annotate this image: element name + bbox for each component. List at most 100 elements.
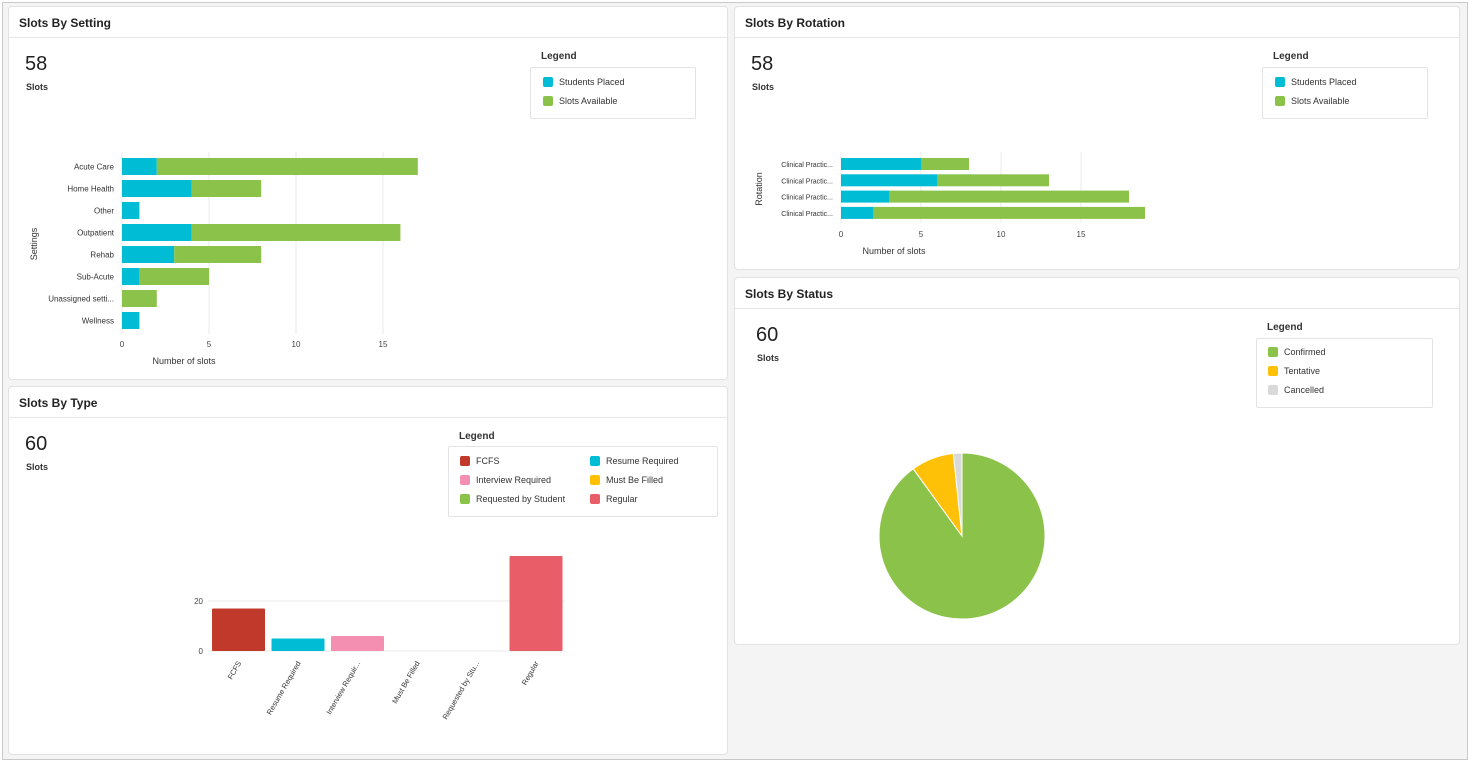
x-tick-label: 0	[839, 230, 844, 239]
panel-title: Slots By Rotation	[735, 7, 1459, 38]
legend-label: Must Be Filled	[606, 475, 664, 485]
bar-students-placed	[122, 158, 157, 175]
slots-count-label: Slots	[752, 82, 775, 92]
x-tick-label: 5	[207, 340, 212, 349]
bar-regular	[509, 556, 563, 651]
legend-label: Requested by Student	[476, 494, 566, 504]
type-bar-chart: 0 20 FCFS Resume Required Interview Requir..…	[194, 556, 565, 721]
swatch	[543, 77, 553, 87]
legend: FCFS Resume Required Interview Required …	[448, 446, 718, 517]
category-label: Acute Care	[74, 163, 115, 172]
swatch	[1268, 366, 1278, 376]
x-tick-label: 0	[120, 340, 125, 349]
legend-label: Confirmed	[1284, 347, 1326, 357]
legend-item-interview-required[interactable]: Interview Required	[460, 475, 551, 485]
category-label: Interview Requir...	[324, 660, 362, 716]
legend-item-fcfs[interactable]: FCFS	[460, 456, 500, 466]
swatch	[460, 475, 470, 485]
legend-item-slots-available[interactable]: Slots Available	[1275, 96, 1349, 106]
slots-by-rotation-panel: Slots By Rotation 58 Slots Legend Studen…	[734, 6, 1460, 270]
swatch	[590, 456, 600, 466]
bar-interview-requir-	[331, 636, 384, 651]
category-label: Home Health	[67, 185, 114, 194]
legend-label: Slots Available	[559, 96, 618, 106]
legend-item-students-placed[interactable]: Students Placed	[543, 77, 625, 87]
slots-by-status-panel: Slots By Status 60 Slots Legend Confirme…	[734, 277, 1460, 645]
bar-slots-available	[921, 158, 969, 170]
legend-label: Tentative	[1284, 366, 1321, 376]
category-label: Clinical Practic...	[781, 178, 833, 185]
y-tick-label: 20	[194, 597, 203, 606]
bar-slots-available	[156, 158, 418, 175]
bar-students-placed	[122, 224, 192, 241]
bar-fcfs	[212, 608, 265, 651]
legend-item-requested-by-student[interactable]: Requested by Student	[460, 494, 565, 504]
slots-count-label: Slots	[26, 462, 49, 472]
bar-students-placed	[841, 190, 889, 203]
x-tick-label: 10	[292, 340, 301, 349]
category-label: Clinical Practic...	[781, 162, 833, 169]
slots-count: 58	[751, 53, 774, 75]
setting-bar-chart: 0 5 10 15 Acute Care Home Health Other Outpatie…	[29, 152, 418, 366]
category-label: Outpatient	[77, 229, 115, 238]
bar-students-placed	[841, 174, 937, 187]
legend-label: FCFS	[476, 456, 500, 466]
bar-slots-available	[937, 174, 1049, 187]
category-label: Rehab	[90, 251, 114, 260]
bar-slots-available	[191, 180, 262, 197]
bar-students-placed	[122, 246, 175, 263]
legend-item-regular[interactable]: Regular	[590, 494, 638, 504]
rotation-bar-chart: 0 5 10 15 Clinical Practic... Clinical Practi…	[754, 152, 1145, 256]
legend-item-slots-available[interactable]: Slots Available	[543, 96, 617, 106]
legend-label: Regular	[606, 494, 638, 504]
legend-item-resume-required[interactable]: Resume Required	[590, 456, 679, 466]
swatch	[460, 494, 470, 504]
x-tick-label: 15	[379, 340, 388, 349]
bar-students-placed	[841, 206, 873, 219]
legend-item-students-placed[interactable]: Students Placed	[1275, 77, 1357, 87]
swatch	[1275, 96, 1285, 106]
swatch	[590, 475, 600, 485]
bar-students-placed	[122, 268, 140, 285]
category-label: Regular	[520, 659, 541, 687]
swatch	[1268, 347, 1278, 357]
bar-students-placed	[122, 202, 140, 219]
bar-students-placed	[841, 158, 921, 170]
legend-item-must-be-filled[interactable]: Must Be Filled	[590, 475, 663, 485]
legend: Confirmed Tentative Cancelled	[1256, 338, 1433, 408]
slots-count: 58	[25, 53, 48, 75]
y-tick-label: 0	[199, 647, 204, 656]
legend-label: Students Placed	[559, 77, 625, 87]
swatch	[460, 456, 470, 466]
slots-count-label: Slots	[26, 82, 49, 92]
bar-slots-available	[873, 206, 1145, 219]
legend-item-cancelled[interactable]: Cancelled	[1268, 385, 1324, 395]
bar-slots-available	[174, 246, 262, 263]
slots-by-setting-panel: Slots By Setting 58 Slots Legend Student…	[8, 6, 728, 380]
legend-label: Interview Required	[476, 475, 552, 485]
legend: Students Placed Slots Available	[530, 67, 696, 119]
legend-label: Resume Required	[606, 456, 679, 466]
y-axis-label: Rotation	[754, 172, 764, 206]
category-label: Unassigned setti...	[48, 295, 114, 304]
swatch	[1268, 385, 1278, 395]
category-label: Sub-Acute	[77, 273, 115, 282]
category-label: Must Be Filled	[390, 660, 422, 706]
legend-title: Legend	[1273, 51, 1309, 62]
category-label: Clinical Practic...	[781, 211, 833, 218]
swatch	[1275, 77, 1285, 87]
bar-slots-available	[139, 268, 209, 285]
legend: Students Placed Slots Available	[1262, 67, 1428, 119]
bar-resume-required	[271, 638, 325, 651]
legend-item-tentative[interactable]: Tentative	[1268, 366, 1320, 376]
slots-count-label: Slots	[757, 353, 780, 363]
legend-item-confirmed[interactable]: Confirmed	[1268, 347, 1326, 357]
x-tick-label: 10	[997, 230, 1006, 239]
slots-by-type-panel: Slots By Type 60 Slots Legend FCFS Resum…	[8, 386, 728, 755]
x-axis-label: Number of slots	[152, 356, 216, 366]
pie-slice-cancelled	[952, 452, 963, 537]
x-tick-label: 15	[1077, 230, 1086, 239]
slots-count: 60	[25, 433, 48, 455]
category-label: Clinical Practic...	[781, 195, 833, 202]
legend-label: Slots Available	[1291, 96, 1350, 106]
